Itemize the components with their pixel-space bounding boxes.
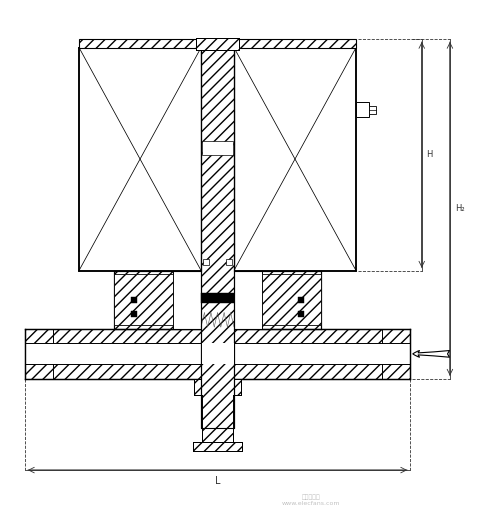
Text: H: H [427,150,433,159]
Bar [298,297,305,304]
Bar [356,102,369,118]
Bar [201,293,234,304]
Bar [131,311,137,317]
Bar [194,378,241,395]
Bar [79,39,356,47]
Bar [114,274,173,326]
Text: 电子发烧友
www.elecfans.com: 电子发烧友 www.elecfans.com [282,495,341,506]
Bar [131,297,137,304]
Text: L: L [215,476,220,486]
Bar [202,395,233,442]
Bar [203,259,209,265]
Bar [25,343,410,365]
Bar [262,274,321,326]
Bar [193,442,242,451]
Bar [196,38,239,50]
Bar [79,47,356,270]
Bar [114,270,321,329]
Text: H₂: H₂ [455,204,464,213]
Bar [227,259,232,265]
Bar [201,47,234,428]
Bar [201,141,233,154]
Bar [25,329,410,378]
Bar [201,343,234,365]
Bar [201,47,234,270]
Bar [298,311,305,317]
Bar [173,270,262,329]
Bar [369,106,376,114]
